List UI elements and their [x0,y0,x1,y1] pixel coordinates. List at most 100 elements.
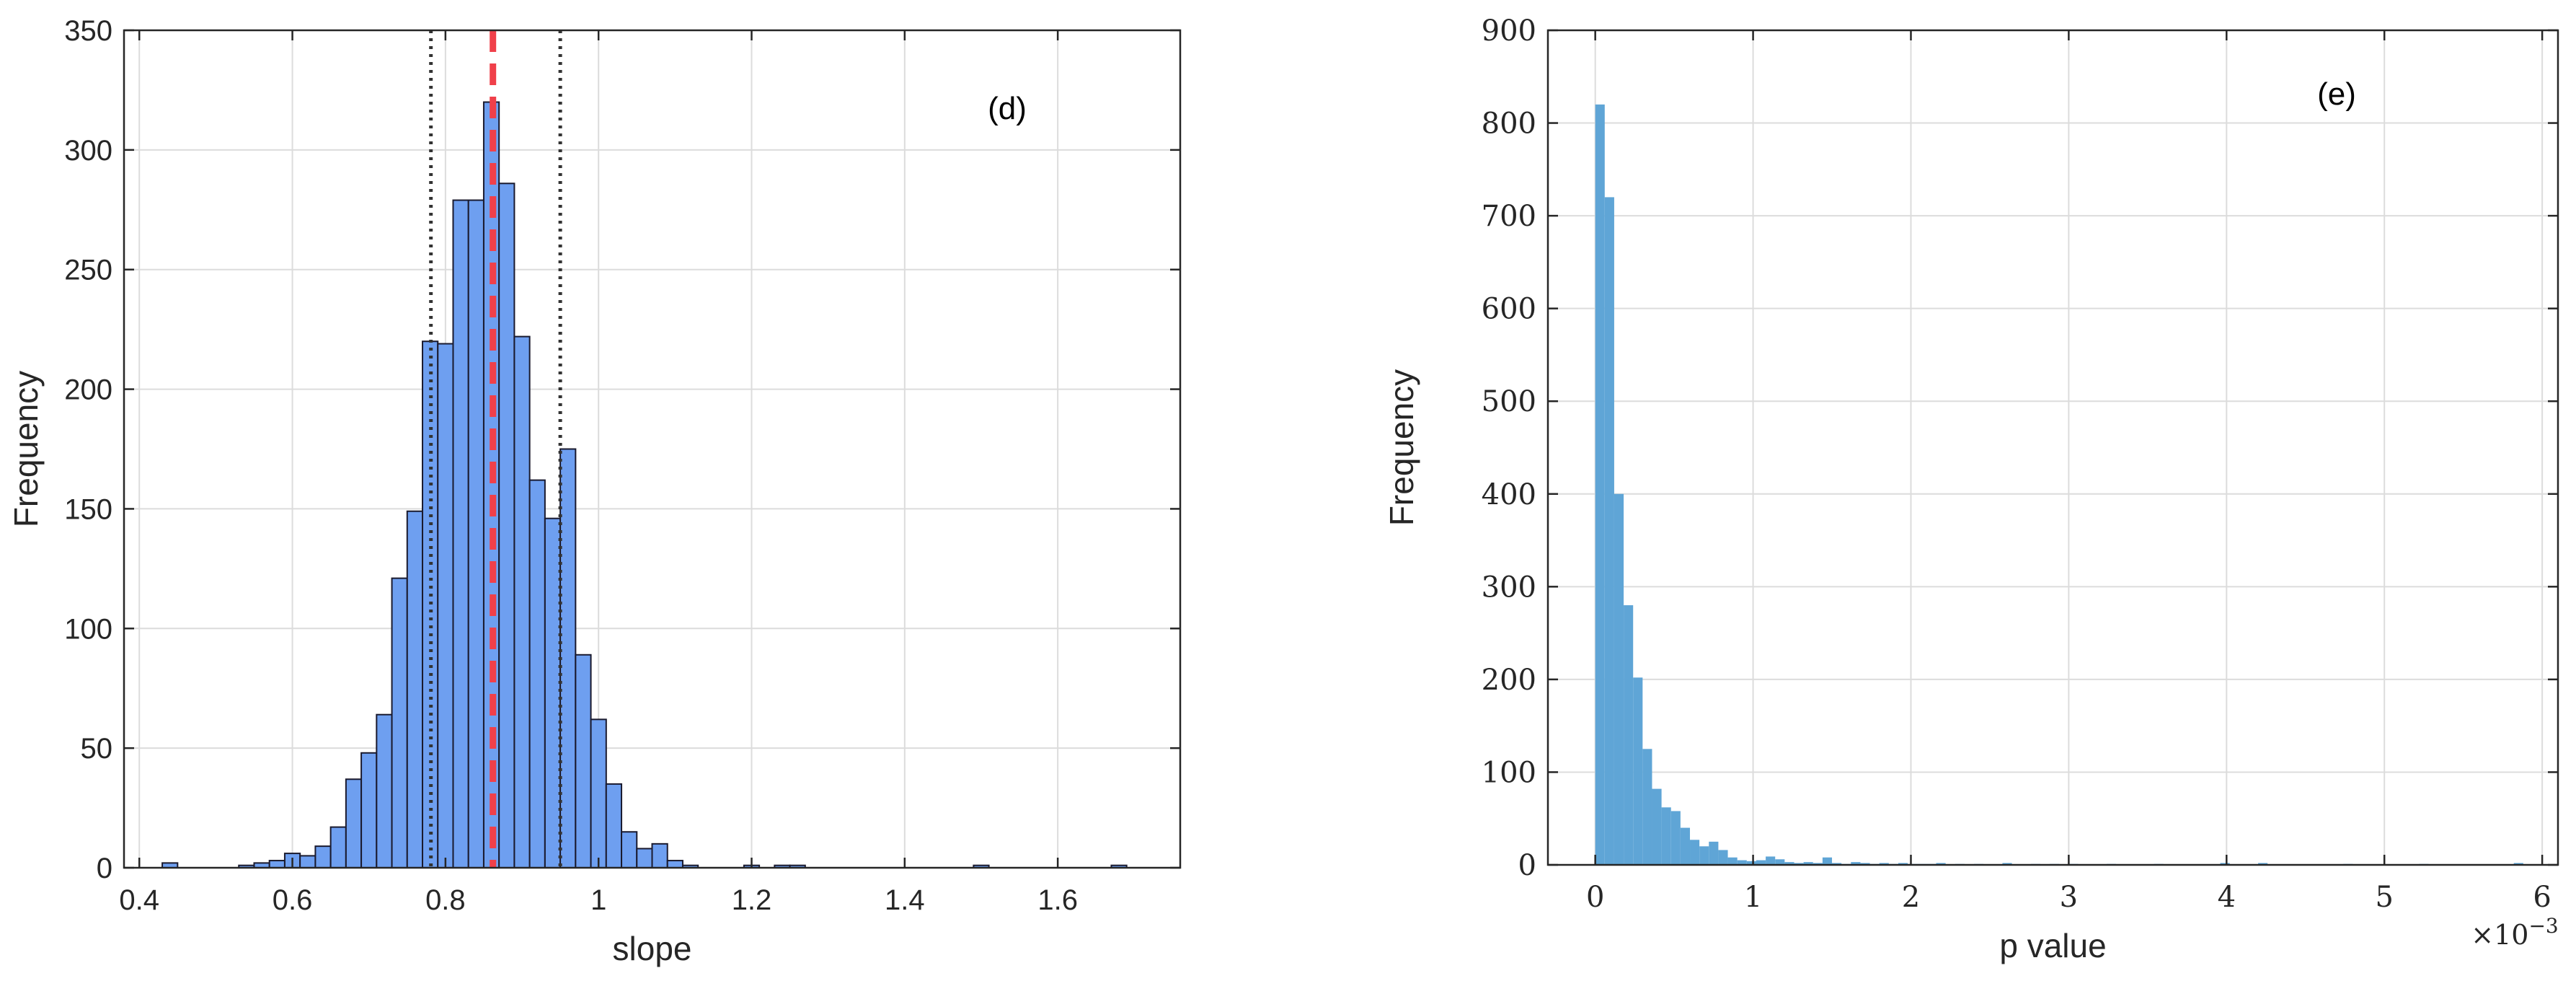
histogram-bar [1803,862,1813,865]
y-tick-label: 0 [1518,849,1536,882]
histogram-bar [437,343,454,868]
histogram-bar [314,845,332,869]
histogram-bar [621,831,638,868]
x-tick-label: 3 [2060,881,2078,914]
x-axis-label: p value [1999,927,2106,964]
histogram-bar [605,783,623,869]
y-axis-label: Frequency [7,371,45,527]
histogram-bar [268,860,286,869]
histogram-bar [1709,841,1719,865]
histogram-bar [1746,861,1756,865]
chart-e-svg: 0 1 2 3 4 5 6 0 100 200 300 400 500 600 700 800 900 p val… [1383,14,2559,964]
histogram-bar [2220,863,2230,865]
histogram-bar [2513,863,2523,865]
histogram-bar [345,778,363,869]
histogram-bar [513,335,531,868]
histogram-bar [1595,104,1605,865]
axis-exponent-label: ×10−3 [2471,914,2558,951]
y-tick-label: 900 [1482,14,1536,48]
x-tick-label: 0.8 [425,884,466,916]
histogram-bar [1633,677,1643,865]
histogram-bar [1879,863,1889,865]
histogram-bar [590,718,607,869]
x-tick-label: 5 [2375,881,2393,914]
histogram-panel-d: 0.4 0.6 0.8 1 1.2 1.4 1.6 0 50 100 150 200 250 300 350… [0,0,1226,977]
y-tick-label: 50 [81,733,113,765]
x-tick-label: 6 [2533,881,2551,914]
histogram-bar [1624,605,1634,865]
histogram-bar [1936,863,1946,865]
histogram-bar [1775,859,1785,865]
histogram-bar [452,199,469,868]
histogram-bar [1690,840,1700,865]
panel-label: (d) [988,91,1027,126]
histogram-bar [1680,827,1691,865]
histogram-bar [329,826,347,868]
x-tick-label: 1.4 [885,884,925,916]
histogram-bar [1642,749,1652,865]
x-tick-label: 1 [590,884,606,916]
histogram-bar [406,510,424,868]
histogram-bar [1813,863,1823,865]
histogram-bar [1652,788,1662,865]
histogram-bar [1727,857,1738,865]
y-tick-label: 300 [1482,571,1536,604]
y-tick-label: 800 [1482,107,1536,141]
histogram-bar [1784,862,1794,865]
histogram-bar [2258,863,2268,865]
x-tick-label: 0.4 [119,884,159,916]
histogram-bar [498,182,515,869]
y-tick-label: 250 [64,255,112,286]
histogram-bar [1718,850,1728,865]
histogram-bar [467,199,484,868]
histogram-bar [1604,197,1614,865]
x-tick-label: 4 [2218,881,2236,914]
histogram-bar [636,848,653,869]
histogram-bar [575,654,592,868]
histogram-bar [651,843,668,869]
y-tick-label: 200 [1482,664,1536,697]
histogram-bar [1661,807,1671,865]
y-tick-label: 700 [1482,200,1536,233]
y-tick-label: 400 [1482,478,1536,511]
chart-d-svg: 0.4 0.6 0.8 1 1.2 1.4 1.6 0 50 100 150 200 250 300 350… [7,15,1182,967]
y-tick-label: 150 [64,493,112,525]
y-tick-label: 100 [64,613,112,645]
histogram-bar [1860,863,1870,865]
histogram-bar [1670,811,1681,865]
histogram-bar [360,752,378,868]
histogram-bar [299,855,317,869]
histogram-bar [1737,860,1747,865]
axes-frame [1546,29,2559,866]
x-tick-label: 1 [1744,881,1762,914]
histogram-bar [1851,862,1861,865]
histogram-bar [1832,863,1842,865]
histogram-bar [528,479,546,868]
histogram-bar [1756,860,1766,865]
histogram-bar [1614,493,1624,865]
y-tick-label: 0 [97,853,112,884]
histogram-panel-e: 0 1 2 3 4 5 6 0 100 200 300 400 500 600 700 800 900 p val… [1355,0,2576,977]
histogram-bar [1794,863,1804,865]
y-tick-label: 600 [1482,293,1536,326]
histogram-bar [2002,863,2012,865]
y-tick-label: 300 [64,135,112,167]
histogram-bar [391,577,408,869]
panel-label: (e) [2317,76,2356,112]
histogram-bar [1822,857,1833,865]
axes-frame [123,29,1182,869]
x-tick-label: 0 [1586,881,1604,914]
x-tick-label: 1.2 [732,884,772,916]
y-tick-label: 200 [64,374,112,406]
x-axis-label: slope [613,930,692,967]
x-tick-label: 0.6 [273,884,313,916]
histogram-bar [1699,846,1709,865]
histogram-bar [666,860,683,869]
histogram-bar [1898,863,1908,865]
histogram-bar [559,448,577,868]
x-tick-label: 1.6 [1037,884,1078,916]
y-tick-label: 350 [64,15,112,47]
y-tick-label: 100 [1482,756,1536,789]
y-tick-label: 500 [1482,385,1536,418]
x-tick-label: 2 [1902,881,1920,914]
